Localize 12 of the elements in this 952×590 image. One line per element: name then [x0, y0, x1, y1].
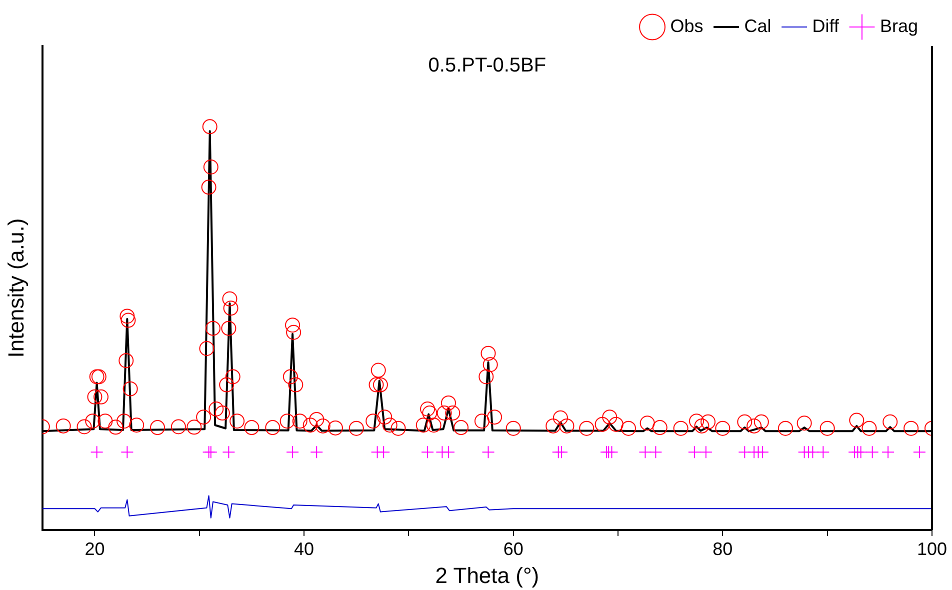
legend-label: Cal	[744, 16, 772, 36]
x-tick-label: 100	[916, 538, 948, 559]
legend-label: Brag	[880, 16, 918, 36]
y-axis-title: Intensity (a.u.)	[3, 218, 28, 358]
x-axis-title: 2 Theta (°)	[435, 562, 540, 588]
x-tick-label: 20	[84, 538, 105, 559]
legend-label: Diff	[812, 16, 840, 36]
legend-label: Obs	[670, 16, 704, 36]
x-tick-label: 60	[503, 538, 524, 559]
x-tick-label: 80	[712, 538, 733, 559]
text: 0.5.PT-0.5BF	[428, 54, 546, 77]
x-tick-label: 40	[294, 538, 314, 559]
